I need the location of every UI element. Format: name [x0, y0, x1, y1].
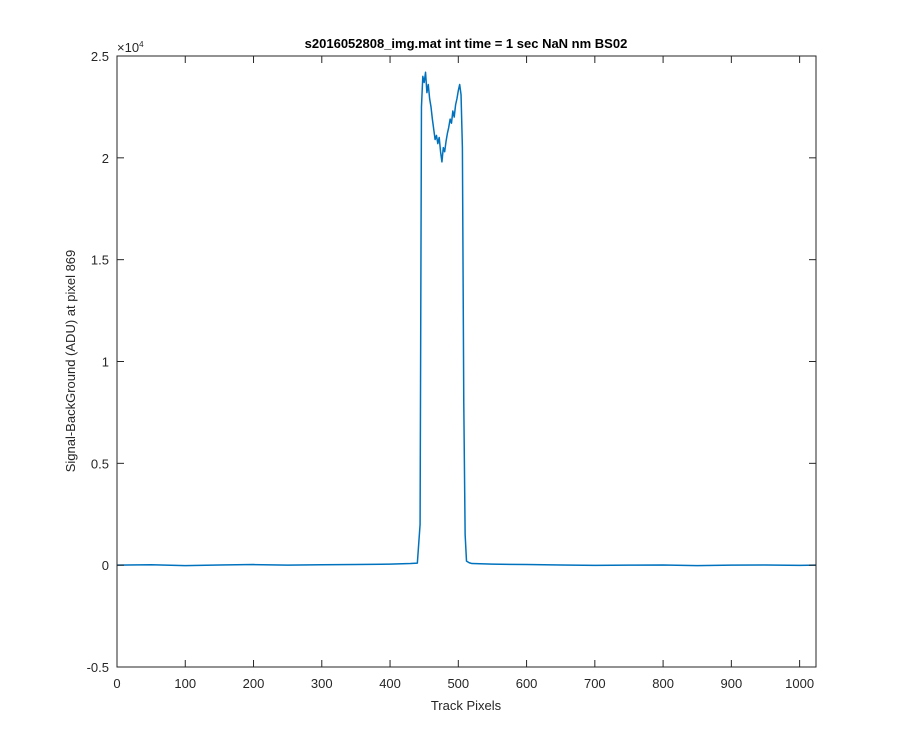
- x-tick-label: 500: [447, 676, 469, 691]
- y-tick-label: 0.5: [91, 456, 109, 471]
- x-tick-label: 700: [584, 676, 606, 691]
- y-tick-label: 2: [102, 151, 109, 166]
- x-tick-label: 1000: [785, 676, 814, 691]
- y-exponent-label: ×104: [117, 40, 144, 55]
- chart-title: s2016052808_img.mat int time = 1 sec NaN…: [305, 36, 628, 51]
- y-tick-label: 2.5: [91, 49, 109, 64]
- x-tick-label: 100: [174, 676, 196, 691]
- y-axis-label: Signal-BackGround (ADU) at pixel 869: [63, 250, 78, 473]
- x-axis-label: Track Pixels: [431, 698, 502, 713]
- y-tick-label: -0.5: [87, 660, 109, 675]
- x-tick-label: 400: [379, 676, 401, 691]
- y-tick-label: 1.5: [91, 253, 109, 268]
- x-tick-label: 0: [113, 676, 120, 691]
- y-tick-label: 1: [102, 355, 109, 370]
- x-tick-label: 300: [311, 676, 333, 691]
- x-tick-label: 600: [516, 676, 538, 691]
- y-tick-label: 0: [102, 558, 109, 573]
- x-tick-label: 200: [243, 676, 265, 691]
- series-layer: [116, 71, 817, 567]
- x-tick-label: 800: [652, 676, 674, 691]
- ticks-layer: 0 100 200 300 400 500 600 700 800 900 1000 -0.5 0 0.5…: [87, 49, 816, 691]
- x-tick-label: 900: [721, 676, 743, 691]
- series-line-0: [116, 71, 817, 567]
- plot-area: [117, 56, 816, 667]
